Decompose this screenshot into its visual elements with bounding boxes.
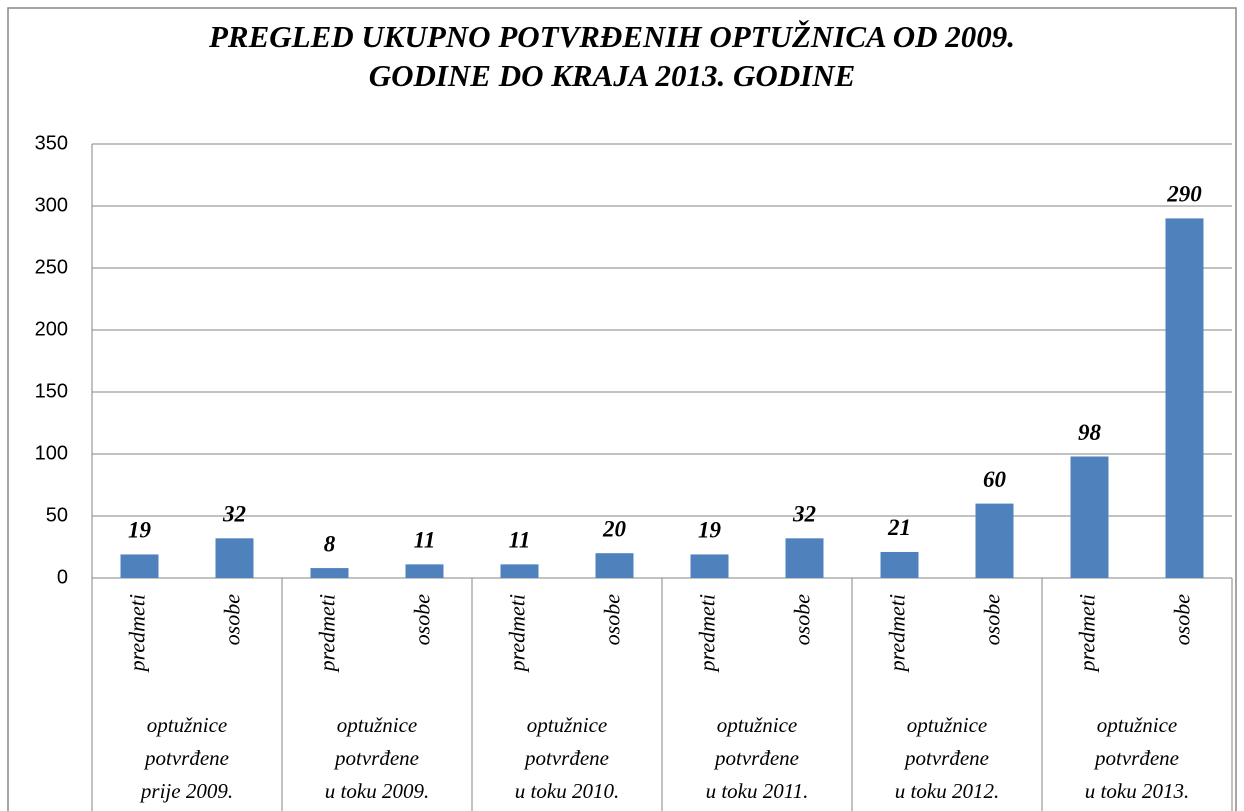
bar [595, 553, 634, 578]
group-label: u toku 2012. [895, 779, 999, 803]
group-label: u toku 2013. [1085, 779, 1189, 803]
y-tick-label: 50 [46, 504, 68, 526]
data-label: 32 [222, 502, 246, 527]
group-label: potvrđene [333, 746, 419, 770]
chart-title: GODINE DO KRAJA 2013. GODINE [369, 58, 856, 93]
x-tick-label: predmeti [315, 594, 340, 673]
y-tick-label: 150 [35, 380, 68, 402]
data-label: 60 [983, 467, 1007, 492]
x-tick-label: osobe [790, 594, 815, 646]
data-label: 32 [792, 502, 816, 527]
group-label: optužnice [337, 713, 417, 737]
x-tick-label: predmeti [695, 594, 720, 673]
group-label: optužnice [527, 713, 607, 737]
bar [310, 568, 349, 578]
data-label: 19 [128, 518, 152, 543]
data-label: 19 [698, 518, 722, 543]
y-tick-label: 100 [35, 442, 68, 464]
x-tick-label: predmeti [505, 594, 530, 673]
bar [785, 538, 824, 578]
y-tick-label: 200 [35, 318, 68, 340]
data-label: 11 [509, 528, 531, 553]
group-label: u toku 2009. [325, 779, 429, 803]
y-tick-label: 250 [35, 256, 68, 278]
x-tick-label: predmeti [1075, 594, 1100, 673]
chart-border [7, 7, 1237, 811]
x-tick-label: osobe [600, 594, 625, 646]
x-tick-label: osobe [1170, 594, 1195, 646]
group-label: u toku 2010. [515, 779, 619, 803]
data-label: 20 [602, 516, 627, 541]
group-label: optužnice [907, 713, 987, 737]
bar [975, 503, 1014, 578]
x-tick-label: osobe [410, 594, 435, 646]
y-tick-label: 350 [35, 132, 68, 154]
group-label: potvrđene [1093, 746, 1179, 770]
bar [215, 538, 254, 578]
group-label: potvrđene [143, 746, 229, 770]
chart-title: PREGLED UKUPNO POTVRĐENIH OPTUŽNICA OD 2… [208, 19, 1015, 54]
group-label: optužnice [1097, 713, 1177, 737]
bar [690, 554, 729, 578]
group-label: potvrđene [713, 746, 799, 770]
bar [500, 564, 539, 578]
bar [120, 554, 159, 578]
x-tick-label: predmeti [885, 594, 910, 673]
data-label: 11 [414, 528, 436, 553]
data-label: 8 [324, 531, 336, 556]
bar [880, 551, 919, 578]
data-label: 290 [1166, 182, 1202, 207]
group-label: optužnice [147, 713, 227, 737]
group-label: potvrđene [523, 746, 609, 770]
bar [1070, 456, 1109, 578]
data-label: 21 [887, 515, 911, 540]
y-tick-label: 300 [35, 194, 68, 216]
x-tick-label: predmeti [125, 594, 150, 673]
group-label: u toku 2011. [706, 779, 809, 803]
bar [1165, 218, 1204, 578]
data-label: 98 [1078, 420, 1102, 445]
group-label: prije 2009. [139, 779, 233, 803]
x-tick-label: osobe [220, 594, 245, 646]
y-tick-label: 0 [57, 566, 68, 588]
group-label: potvrđene [903, 746, 989, 770]
group-label: optužnice [717, 713, 797, 737]
x-tick-label: osobe [980, 594, 1005, 646]
bar [405, 564, 444, 578]
